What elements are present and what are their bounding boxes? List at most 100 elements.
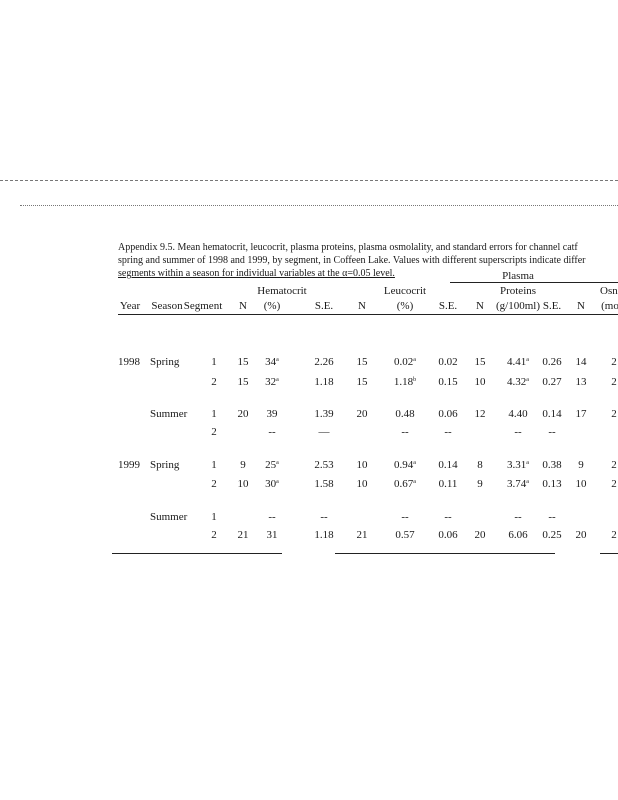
- cell-value: 2: [611, 459, 617, 471]
- cell-ln: 10: [357, 478, 368, 490]
- cell-hse: 2.53: [314, 459, 333, 471]
- cell-value: --: [320, 511, 328, 523]
- cell-ln: 15: [357, 356, 368, 368]
- column-header: N: [476, 300, 484, 312]
- header-osmolality: Osn: [600, 285, 618, 297]
- cell-value: 20: [356, 408, 368, 420]
- cell-year: 1999: [118, 459, 140, 471]
- cell-value: 0.02: [394, 356, 414, 368]
- cell-lse: --: [444, 426, 451, 438]
- cell-value: --: [548, 426, 556, 438]
- cell-value: 0.06: [438, 529, 458, 541]
- cell-value: Spring: [150, 459, 180, 471]
- cell-value: 0.27: [542, 376, 562, 388]
- caption-line: Appendix 9.5. Mean hematocrit, leucocrit…: [118, 242, 578, 253]
- cell-value: 31: [266, 529, 278, 541]
- superscript: a: [276, 357, 279, 363]
- cell-value: 10: [474, 376, 486, 388]
- cell-value: 9: [578, 459, 584, 471]
- cell-hse: 2.26: [314, 356, 333, 368]
- cell-hse: 1.39: [314, 408, 333, 420]
- cell-pse: 0.25: [542, 529, 561, 541]
- cell-value: 6.06: [508, 529, 528, 541]
- cell-value: 0.48: [395, 408, 415, 420]
- header-proteins: Proteins: [499, 285, 537, 297]
- caption-line: spring and summer of 1998 and 1999, by s…: [118, 255, 586, 266]
- cell-value: 30: [265, 478, 277, 490]
- table-bottom-rule: [335, 553, 555, 554]
- cell-value: 39: [266, 408, 278, 420]
- cell-hct: 25a: [265, 459, 279, 471]
- cell-leu: --: [401, 511, 408, 523]
- cell-value: —: [318, 426, 330, 438]
- cell-hn: 15: [238, 376, 249, 388]
- cell-value: 20: [474, 529, 486, 541]
- header-rule: [118, 314, 618, 315]
- cell-osm: 2: [611, 408, 617, 420]
- cell-ln: 15: [357, 376, 368, 388]
- cell-value: 14: [575, 356, 587, 368]
- cell-on: 9: [578, 459, 584, 471]
- cell-pse: 0.38: [542, 459, 561, 471]
- cell-value: 20: [575, 529, 587, 541]
- column-header: Segment: [183, 300, 223, 312]
- cell-value: 15: [237, 356, 249, 368]
- cell-value: 0.38: [542, 459, 562, 471]
- cell-value: 9: [477, 478, 483, 490]
- column-header: N: [239, 300, 247, 312]
- header-plasma: Plasma: [502, 270, 534, 282]
- cell-lse: 0.15: [438, 376, 457, 388]
- cell-value: 4.40: [508, 408, 528, 420]
- cell-segment: 2: [211, 426, 217, 438]
- cell-value: 1: [211, 511, 217, 523]
- cell-hct: 31: [267, 529, 278, 541]
- column-header: S.E.: [314, 300, 334, 312]
- cell-hct: 34a: [265, 356, 279, 368]
- cell-lse: 0.11: [439, 478, 458, 490]
- superscript: a: [526, 357, 529, 363]
- cell-segment: 2: [211, 376, 217, 388]
- cell-value: --: [401, 426, 409, 438]
- cell-segment: 1: [211, 511, 217, 523]
- cell-leu: 1.18b: [394, 376, 416, 388]
- cell-hct: --: [268, 426, 275, 438]
- column-header: (%): [263, 300, 281, 312]
- cell-value: 0.13: [542, 478, 562, 490]
- cell-value: 1: [211, 408, 217, 420]
- cell-ln: 10: [357, 459, 368, 471]
- cell-value: 0.02: [438, 356, 458, 368]
- column-header: (%): [396, 300, 414, 312]
- cell-leu: 0.57: [395, 529, 414, 541]
- cell-value: Summer: [150, 511, 188, 523]
- cell-value: 4.41: [507, 356, 527, 368]
- cell-segment: 1: [211, 356, 217, 368]
- cell-value: --: [401, 511, 409, 523]
- superscript: b: [413, 377, 417, 383]
- cell-hse: —: [319, 426, 330, 438]
- cell-pn: 9: [477, 478, 483, 490]
- column-header: Season: [151, 300, 183, 312]
- cell-value: 1999: [118, 459, 140, 471]
- superscript: a: [526, 479, 529, 485]
- cell-pn: 8: [477, 459, 483, 471]
- cell-year: 1998: [118, 356, 140, 368]
- cell-pp: 4.41a: [507, 356, 529, 368]
- cell-hct: 32a: [265, 376, 279, 388]
- cell-on: 14: [576, 356, 587, 368]
- cell-pse: --: [548, 426, 555, 438]
- cell-value: 1.18: [314, 376, 334, 388]
- cell-lse: --: [444, 511, 451, 523]
- cell-hn: 21: [238, 529, 249, 541]
- cell-hn: 15: [238, 356, 249, 368]
- cell-value: Spring: [150, 356, 180, 368]
- cell-pn: 20: [475, 529, 486, 541]
- cell-value: 0.57: [395, 529, 415, 541]
- column-header: Year: [119, 300, 141, 312]
- cell-pn: 15: [475, 356, 486, 368]
- cell-value: 10: [356, 459, 368, 471]
- cell-season: Spring: [150, 356, 179, 368]
- cell-osm: 2: [611, 459, 617, 471]
- cell-pse: 0.14: [542, 408, 561, 420]
- cell-value: 15: [474, 356, 486, 368]
